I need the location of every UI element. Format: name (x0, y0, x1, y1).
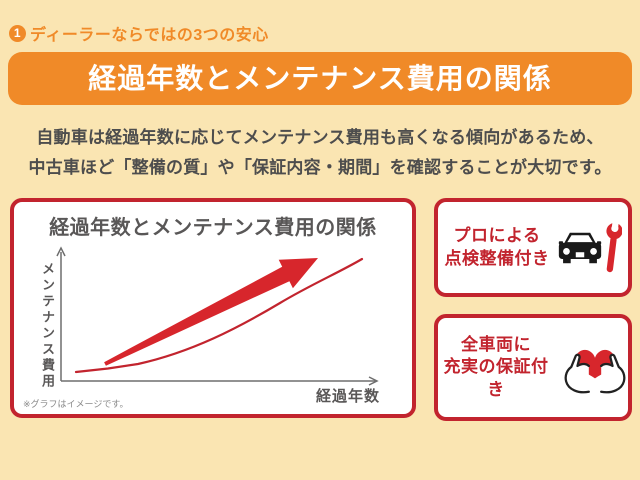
car-icon (558, 232, 601, 263)
number-one-badge: 1 (9, 24, 26, 42)
maintenance-cost-chart (56, 246, 379, 386)
feature-inspection-label: プロによる 点検整備付き (445, 225, 550, 270)
feature-card-inspection: プロによる 点検整備付き (434, 198, 632, 297)
chart-footnote: ※グラフはイメージです。 (23, 399, 129, 409)
chart-card: 経過年数とメンテナンス費用の関係 メンテナンス費用 経過年数 ※グラフはイメージ… (10, 198, 416, 418)
intro-paragraph: 自動車は経過年数に応じてメンテナンス費用も高くなる傾向があるため、 中古車ほど「… (0, 123, 640, 183)
section-heading-label: ディーラーならではの3つの安心 (30, 27, 269, 44)
feature-warranty-line-1: 全車両に (461, 334, 531, 354)
heart-in-hands-icon (564, 349, 626, 393)
feature-card-warranty: 全車両に 充実の保証付き (434, 314, 632, 421)
feature-warranty-line-2: 充実の保証付き (443, 357, 549, 399)
feature-inspection-line-1: プロによる (453, 226, 541, 246)
banner-title: 経過年数とメンテナンス費用の関係 (8, 52, 632, 105)
feature-warranty-label: 全車両に 充実の保証付き (438, 334, 554, 401)
cost-curve (74, 257, 364, 374)
x-axis-label: 経過年数 (316, 388, 381, 405)
trend-arrow-icon (104, 258, 318, 366)
warranty-icon-group (562, 341, 628, 395)
x-axis-arrowhead-icon (368, 376, 379, 386)
y-axis-arrowhead-icon (56, 246, 66, 257)
feature-inspection-line-2: 点検整備付き (444, 248, 550, 268)
intro-line-1: 自動車は経過年数に応じてメンテナンス費用も高くなる傾向があるため、 (36, 128, 604, 147)
chart-title: 経過年数とメンテナンス費用の関係 (49, 217, 377, 239)
y-axis-label: メンテナンス費用 (40, 262, 55, 390)
intro-line-2: 中古車ほど「整備の質」や「保証内容・期間」を確認することが大切です。 (28, 158, 612, 177)
section-heading: 1 ディーラーならではの3つの安心 (9, 21, 269, 45)
wrench-icon (605, 220, 622, 272)
inspection-icon-group (558, 220, 622, 275)
